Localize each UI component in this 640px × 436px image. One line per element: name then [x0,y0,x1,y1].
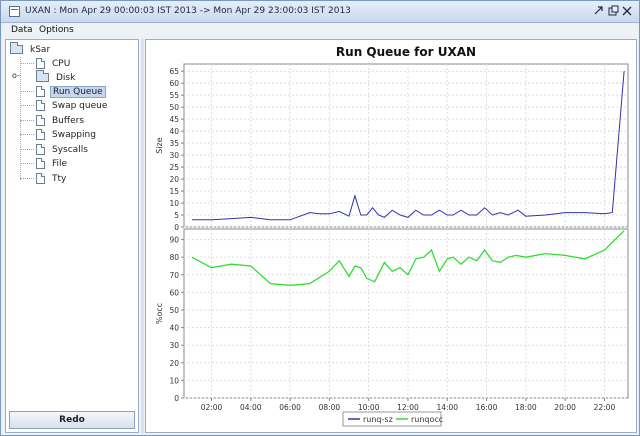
y-tick-label: 10 [169,199,179,208]
expand-toggle-icon[interactable]: o- [12,71,20,80]
x-tick-label: 18:00 [515,403,537,412]
y-tick-label: 40 [169,324,179,333]
document-icon [36,100,45,111]
x-tick-label: 12:00 [397,403,419,412]
x-tick-label: 20:00 [554,403,576,412]
restore-icon[interactable] [593,5,605,17]
series-line-runq-sz [191,71,625,221]
document-icon [36,158,45,169]
window-title: UXAN : Mon Apr 29 00:00:03 IST 2013 -> M… [25,6,351,16]
x-tick-label: 04:00 [240,403,262,412]
window-icon [9,6,20,17]
tree-panel: kSar CPU o- Disk Run Queue Swap queue [5,39,139,433]
split-pane-divider[interactable] [141,39,144,433]
y-tick-label: 20 [169,175,179,184]
tree-item-swapping[interactable]: Swapping [36,128,98,141]
menu-data[interactable]: Data [11,25,33,35]
tree-item-disk[interactable]: Disk [36,70,77,84]
x-tick-label: 22:00 [594,403,616,412]
document-icon [36,129,45,140]
title-bar[interactable]: UXAN : Mon Apr 29 00:00:03 IST 2013 -> M… [1,1,639,23]
y-tick-label: 50 [169,306,179,315]
y-tick-label: 10 [169,376,179,385]
tree-item-cpu[interactable]: CPU [36,57,72,70]
y-tick-label: 20 [169,359,179,368]
y-tick-label: 30 [169,341,179,350]
tree-item-syscalls[interactable]: Syscalls [36,143,90,156]
menu-bar: Data Options [1,23,639,38]
x-tick-label: 14:00 [436,403,458,412]
plot-area-1 [183,63,629,228]
document-icon [36,58,45,69]
y-tick-label: 80 [169,253,179,262]
tree-item-run-queue[interactable]: Run Queue [36,85,106,98]
run-queue-chart: Run Queue for UXAN 0 5 10 15 20 25 30 35 40 45 50 55… [155,45,629,427]
y-tick-label: 60 [169,288,179,297]
tree-root[interactable]: kSar [10,42,52,56]
legend-label-runq-sz: runq-sz [363,415,393,424]
x-tick-label: 16:00 [476,403,498,412]
document-icon [36,86,45,97]
y-tick-label: 90 [169,236,179,245]
y-tick-label: 45 [169,115,179,124]
tree-item-swap-queue[interactable]: Swap queue [36,99,109,112]
y-tick-label: 25 [169,163,179,172]
y-tick-label: 15 [169,187,179,196]
y-tick-label: 70 [169,271,179,280]
folder-icon [10,42,23,54]
menu-options[interactable]: Options [39,25,74,35]
redo-button[interactable]: Redo [9,411,135,429]
graph-tree: kSar CPU o- Disk Run Queue Swap queue [6,40,138,410]
maximize-icon[interactable] [607,5,619,17]
folder-icon [36,70,49,82]
x-tick-label: 06:00 [279,403,301,412]
document-icon [36,144,45,155]
close-icon[interactable] [621,5,633,17]
x-tick-label: 08:00 [319,403,341,412]
y-axis-label: Size [155,137,164,154]
y-tick-label: 40 [169,127,179,136]
document-icon [36,115,45,126]
legend-box [342,411,442,427]
y-tick-label: 65 [169,67,179,76]
y-tick-label: 50 [169,103,179,112]
chart-title: Run Queue for UXAN [336,45,476,59]
y-tick-label: 30 [169,151,179,160]
tree-item-file[interactable]: File [36,157,69,170]
document-icon [36,173,45,184]
tree-item-tty[interactable]: Tty [36,172,68,185]
y-tick-label: 35 [169,139,179,148]
y-tick-label: 60 [169,79,179,88]
legend-label-runqocc: runqocc [411,415,443,424]
y-tick-label: 5 [174,211,179,220]
y-tick-label: 0 [174,223,179,232]
y-axis-label: %occ [155,303,164,324]
tree-item-buffers[interactable]: Buffers [36,114,86,127]
y-tick-label: 55 [169,91,179,100]
x-tick-label: 02:00 [201,403,223,412]
series-line-runqocc [191,230,625,286]
y-tick-label: 0 [174,394,179,403]
chart-panel: Run Queue for UXAN 0 5 10 15 20 25 30 35 40 45 50 55… [145,39,637,433]
x-tick-label: 10:00 [358,403,380,412]
